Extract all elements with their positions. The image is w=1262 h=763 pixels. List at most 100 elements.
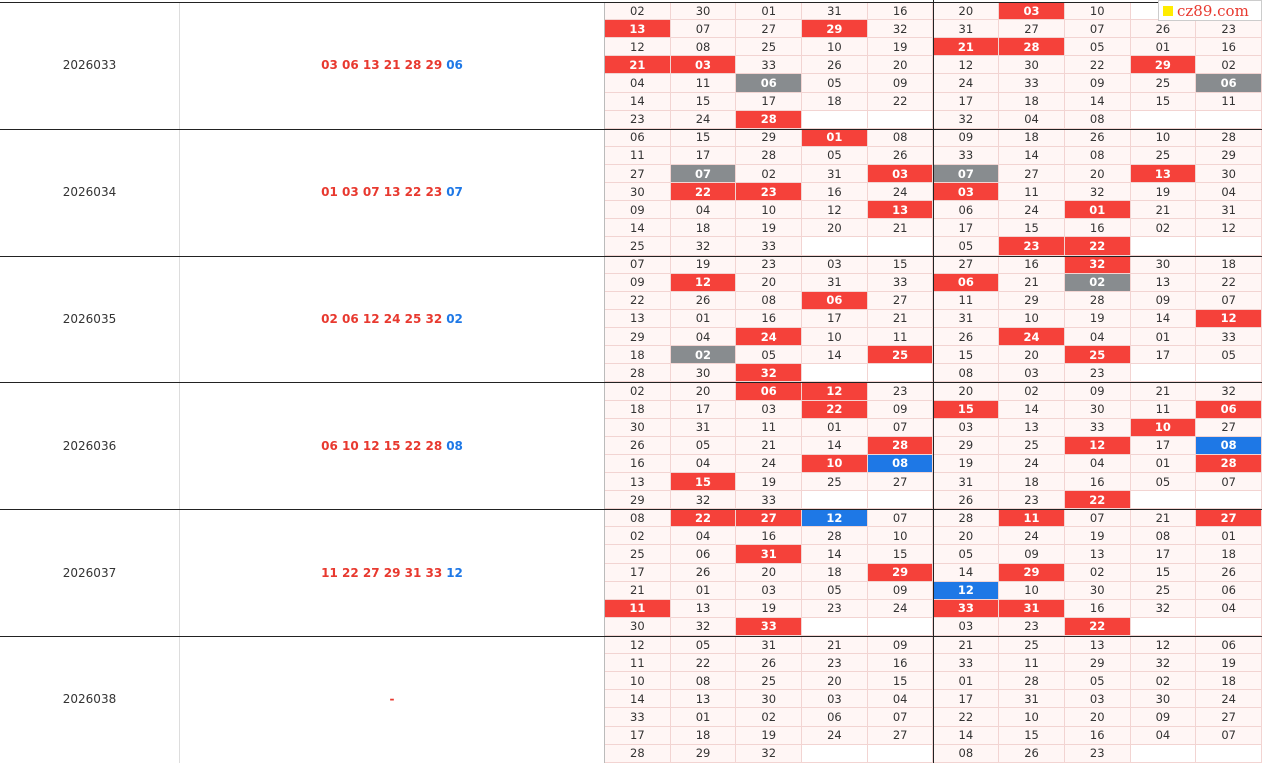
number-cell: 09 [867,400,934,419]
block-divider [0,2,1262,3]
highlight-cell: 29 [999,563,1065,582]
red-numbers: 01 03 07 13 22 23 [321,185,443,200]
period-cell: 2026033 [0,2,180,129]
number-cell: 10 [1130,128,1197,147]
number-cell: 04 [670,454,737,473]
number-cell: 20 [802,219,868,238]
number-cell: 27 [999,165,1065,184]
highlight-cell: 15 [670,472,737,492]
number-cell: 10 [736,201,803,220]
number-cell: 28 [736,146,803,166]
number-cell: 28 [605,364,671,383]
number-cell: 21 [867,219,934,238]
number-cell: 11 [736,418,803,437]
number-cell: 25 [802,472,868,492]
number-cell: 24 [802,726,868,745]
highlight-cell: 29 [1130,56,1197,75]
number-cell: 04 [670,328,737,347]
number-cell: 15 [867,255,934,274]
number-cell: 24 [933,74,1000,93]
number-cell: 07 [1196,472,1262,492]
number-cell: 05 [670,636,737,655]
empty-cell [867,364,934,383]
empty-cell [867,237,934,256]
number-cell: 26 [867,146,934,166]
empty-cell [802,110,868,129]
number-cell: 25 [736,38,803,57]
highlight-cell: 03 [867,165,934,184]
number-cell: 01 [1130,38,1197,57]
number-cell: 04 [605,74,671,93]
number-cell: 03 [1064,690,1131,709]
number-cell: 17 [605,563,671,582]
highlight-cell: 23 [999,237,1065,256]
number-cell: 09 [867,636,934,655]
number-cell: 31 [933,472,1000,492]
number-cell: 05 [1196,346,1262,365]
number-cell: 16 [736,309,803,329]
blue-number: 07 [446,185,463,200]
highlight-cell: 12 [802,509,868,528]
site-logo[interactable]: cz89.com [1158,0,1262,21]
red-numbers: 03 06 13 21 28 29 [321,58,443,73]
highlight-cell: 28 [867,436,934,455]
number-cell: 17 [670,146,737,166]
number-cell: 23 [736,255,803,274]
number-cell: 33 [1064,418,1131,437]
number-cell: 15 [1130,92,1197,111]
number-cell: 21 [736,436,803,455]
number-cell: 28 [933,509,1000,528]
number-cell: 29 [605,328,671,347]
highlight-cell: 25 [867,346,934,365]
number-cell: 19 [736,599,803,618]
period-cell: 2026036 [0,382,180,510]
number-cell: 14 [933,563,1000,582]
empty-cell [802,491,868,510]
number-cell: 32 [670,237,737,256]
number-cell: 25 [999,636,1065,655]
highlight-cell: 02 [670,346,737,365]
number-cell: 05 [670,436,737,455]
blue-number: 06 [446,58,463,73]
number-cell: 08 [867,128,934,147]
number-cell: 02 [1196,56,1262,75]
number-cell: 21 [605,581,671,600]
number-cell: 14 [999,146,1065,166]
number-cell: 17 [933,690,1000,709]
number-cell: 27 [867,726,934,745]
number-cell: 31 [670,418,737,437]
number-cell: 31 [802,273,868,292]
number-cell: 20 [999,346,1065,365]
number-cell: 11 [999,183,1065,202]
number-cell: 04 [999,110,1065,129]
number-cell: 12 [1130,636,1197,655]
number-cell: 28 [999,672,1065,691]
number-cell: 27 [867,472,934,492]
number-cell: 09 [933,128,1000,147]
highlight-cell: 08 [1196,436,1262,455]
number-cell: 09 [1064,74,1131,93]
number-cell: 16 [1064,726,1131,745]
highlight-cell: 12 [802,382,868,401]
number-cell: 17 [605,726,671,745]
number-cell: 07 [670,20,737,39]
number-cell: 04 [670,527,737,546]
draw-numbers: - [180,636,605,763]
number-cell: 13 [1064,545,1131,564]
number-cell: 26 [670,291,737,310]
number-cell: 02 [1130,672,1197,691]
empty-cell [867,617,934,636]
number-cell: 06 [605,128,671,147]
number-cell: 01 [670,309,737,329]
number-cell: 31 [802,2,868,21]
red-numbers: 11 22 27 29 31 33 [321,565,443,580]
number-cell: 29 [736,128,803,147]
number-cell: 19 [736,219,803,238]
number-cell: 30 [605,183,671,202]
number-cell: 10 [999,708,1065,727]
number-cell: 06 [670,545,737,564]
number-cell: 33 [933,146,1000,166]
highlight-cell: 22 [1064,617,1131,636]
number-cell: 20 [736,273,803,292]
